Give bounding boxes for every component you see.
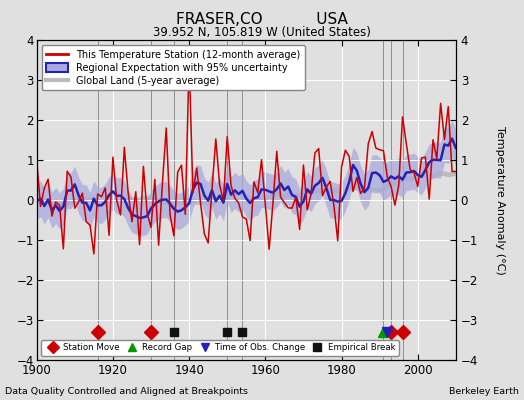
Legend: Station Move, Record Gap, Time of Obs. Change, Empirical Break: Station Move, Record Gap, Time of Obs. C… [41, 340, 399, 356]
Y-axis label: Temperature Anomaly (°C): Temperature Anomaly (°C) [495, 126, 505, 274]
Text: Data Quality Controlled and Aligned at Breakpoints: Data Quality Controlled and Aligned at B… [5, 387, 248, 396]
Text: FRASER,CO           USA: FRASER,CO USA [176, 12, 348, 27]
Text: 39.952 N, 105.819 W (United States): 39.952 N, 105.819 W (United States) [153, 26, 371, 39]
Text: Berkeley Earth: Berkeley Earth [449, 387, 519, 396]
